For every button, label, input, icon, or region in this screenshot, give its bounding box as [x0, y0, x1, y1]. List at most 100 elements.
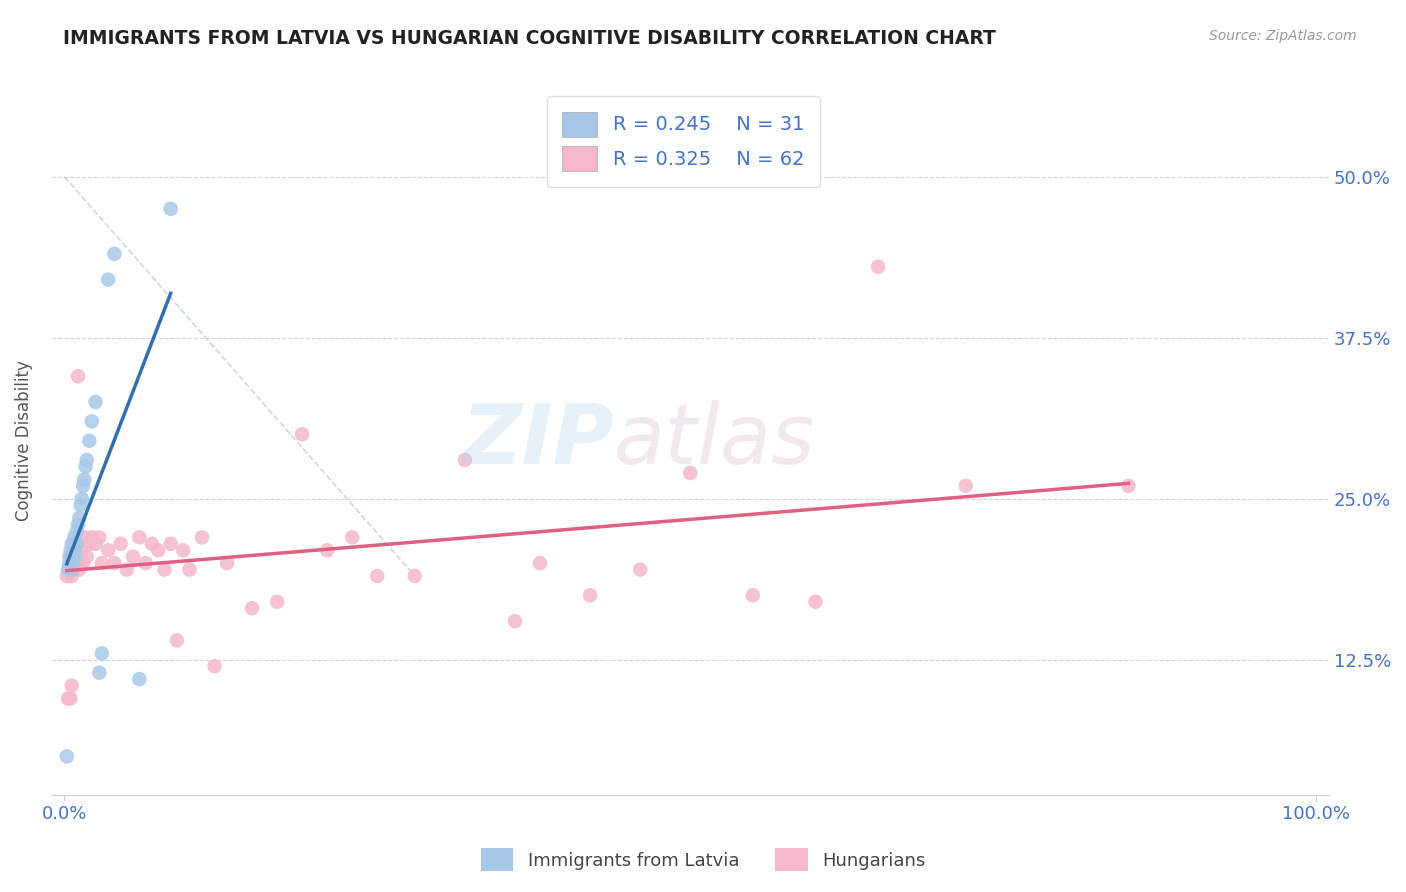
Point: [122, 549, 145, 564]
Point: [529, 556, 551, 570]
Point: [69, 549, 91, 564]
Text: Source: ZipAtlas.com: Source: ZipAtlas.com: [1209, 29, 1357, 43]
Point: [628, 563, 651, 577]
Point: [56, 563, 79, 577]
Point: [1118, 479, 1140, 493]
Point: [291, 427, 314, 442]
Point: [90, 646, 112, 660]
Point: [153, 563, 176, 577]
Point: [79, 537, 101, 551]
Point: [65, 549, 87, 564]
Point: [56, 691, 79, 706]
Point: [67, 511, 90, 525]
Point: [115, 563, 138, 577]
Point: [58, 563, 80, 577]
Point: [90, 556, 112, 570]
Text: ZIP: ZIP: [461, 401, 613, 481]
Point: [80, 530, 103, 544]
Point: [66, 537, 89, 551]
Point: [63, 537, 86, 551]
Point: [59, 549, 82, 564]
Point: [404, 569, 426, 583]
Point: [62, 556, 84, 570]
Point: [191, 530, 214, 544]
Point: [62, 563, 84, 577]
Point: [342, 530, 364, 544]
Point: [146, 543, 169, 558]
Point: [955, 479, 977, 493]
Point: [103, 556, 125, 570]
Point: [179, 563, 201, 577]
Point: [159, 537, 181, 551]
Point: [60, 537, 83, 551]
Point: [579, 588, 602, 602]
Point: [166, 633, 188, 648]
Point: [741, 588, 763, 602]
Point: [67, 369, 90, 384]
Point: [66, 524, 89, 538]
Point: [89, 530, 111, 544]
Point: [72, 479, 94, 493]
Text: IMMIGRANTS FROM LATVIA VS HUNGARIAN COGNITIVE DISABILITY CORRELATION CHART: IMMIGRANTS FROM LATVIA VS HUNGARIAN COGN…: [63, 29, 995, 47]
Point: [59, 691, 82, 706]
Point: [62, 543, 84, 558]
Point: [76, 549, 98, 564]
Point: [62, 537, 84, 551]
Point: [76, 453, 98, 467]
Point: [65, 549, 87, 564]
Point: [679, 466, 702, 480]
Point: [79, 434, 101, 448]
Point: [84, 537, 107, 551]
Point: [60, 569, 83, 583]
Point: [503, 614, 526, 628]
Point: [63, 530, 86, 544]
Point: [97, 543, 120, 558]
Point: [804, 595, 827, 609]
Legend: Immigrants from Latvia, Hungarians: Immigrants from Latvia, Hungarians: [474, 841, 932, 879]
Point: [159, 202, 181, 216]
Point: [89, 665, 111, 680]
Point: [60, 679, 83, 693]
Point: [204, 659, 226, 673]
Point: [128, 530, 150, 544]
Point: [60, 563, 83, 577]
Point: [128, 672, 150, 686]
Point: [141, 537, 163, 551]
Point: [240, 601, 263, 615]
Point: [67, 563, 90, 577]
Point: [59, 563, 82, 577]
Point: [75, 459, 97, 474]
Point: [70, 491, 93, 506]
Point: [69, 498, 91, 512]
Point: [135, 556, 157, 570]
Point: [63, 556, 86, 570]
Point: [454, 453, 477, 467]
Point: [868, 260, 890, 274]
Point: [266, 595, 288, 609]
Point: [58, 556, 80, 570]
Point: [63, 543, 86, 558]
Point: [73, 472, 96, 486]
Point: [97, 273, 120, 287]
Y-axis label: Cognitive Disability: Cognitive Disability: [15, 360, 32, 521]
Point: [172, 543, 194, 558]
Point: [103, 247, 125, 261]
Text: atlas: atlas: [613, 401, 815, 481]
Point: [316, 543, 339, 558]
Point: [366, 569, 388, 583]
Point: [70, 543, 93, 558]
Point: [110, 537, 132, 551]
Point: [66, 556, 89, 570]
Point: [67, 517, 90, 532]
Point: [84, 395, 107, 409]
Point: [80, 414, 103, 428]
Point: [58, 549, 80, 564]
Point: [66, 537, 89, 551]
Point: [72, 556, 94, 570]
Legend: R = 0.245    N = 31, R = 0.325    N = 62: R = 0.245 N = 31, R = 0.325 N = 62: [547, 96, 820, 187]
Point: [215, 556, 238, 570]
Point: [73, 530, 96, 544]
Point: [59, 543, 82, 558]
Point: [55, 749, 77, 764]
Point: [55, 569, 77, 583]
